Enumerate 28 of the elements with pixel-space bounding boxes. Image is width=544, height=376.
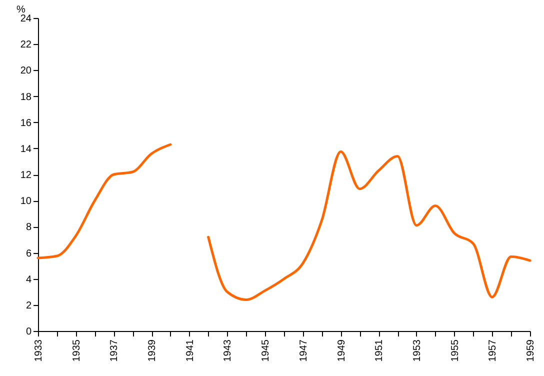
y-tick-label: 22 <box>20 40 32 51</box>
y-tick-label: 10 <box>20 196 32 208</box>
y-axis-title: % <box>16 4 26 16</box>
x-tick-label: 1941 <box>184 339 196 362</box>
y-tick-label: 24 <box>20 14 32 24</box>
x-tick-label: 1939 <box>147 339 158 362</box>
y-tick-label: 14 <box>20 144 32 155</box>
y-tick-label: 4 <box>26 274 32 286</box>
x-tick-label: 1933 <box>34 339 44 362</box>
x-tick-label: 1947 <box>298 339 310 362</box>
y-tick-label: 18 <box>20 92 32 103</box>
x-tick-label: 1945 <box>260 339 272 362</box>
y-tick-label: 12 <box>20 170 32 181</box>
x-tick-label: 1949 <box>336 339 348 362</box>
x-tick-label: 1953 <box>412 339 423 362</box>
y-tick-label: 16 <box>20 118 32 129</box>
y-tick-label: 6 <box>26 248 32 260</box>
y-tick-label: 0 <box>26 326 32 338</box>
x-tick-label: 1951 <box>374 339 386 362</box>
x-tick-label: 1955 <box>450 339 461 362</box>
x-tick-label: 1959 <box>526 339 536 362</box>
x-tick-label: 1943 <box>222 339 234 362</box>
x-tick-label: 1937 <box>109 339 120 362</box>
y-tick-label: 8 <box>26 222 32 234</box>
x-tick-label: 1935 <box>71 339 82 362</box>
x-tick-label: 1957 <box>488 339 499 362</box>
y-tick-label: 2 <box>26 300 32 312</box>
y-tick-label: 20 <box>20 66 32 77</box>
